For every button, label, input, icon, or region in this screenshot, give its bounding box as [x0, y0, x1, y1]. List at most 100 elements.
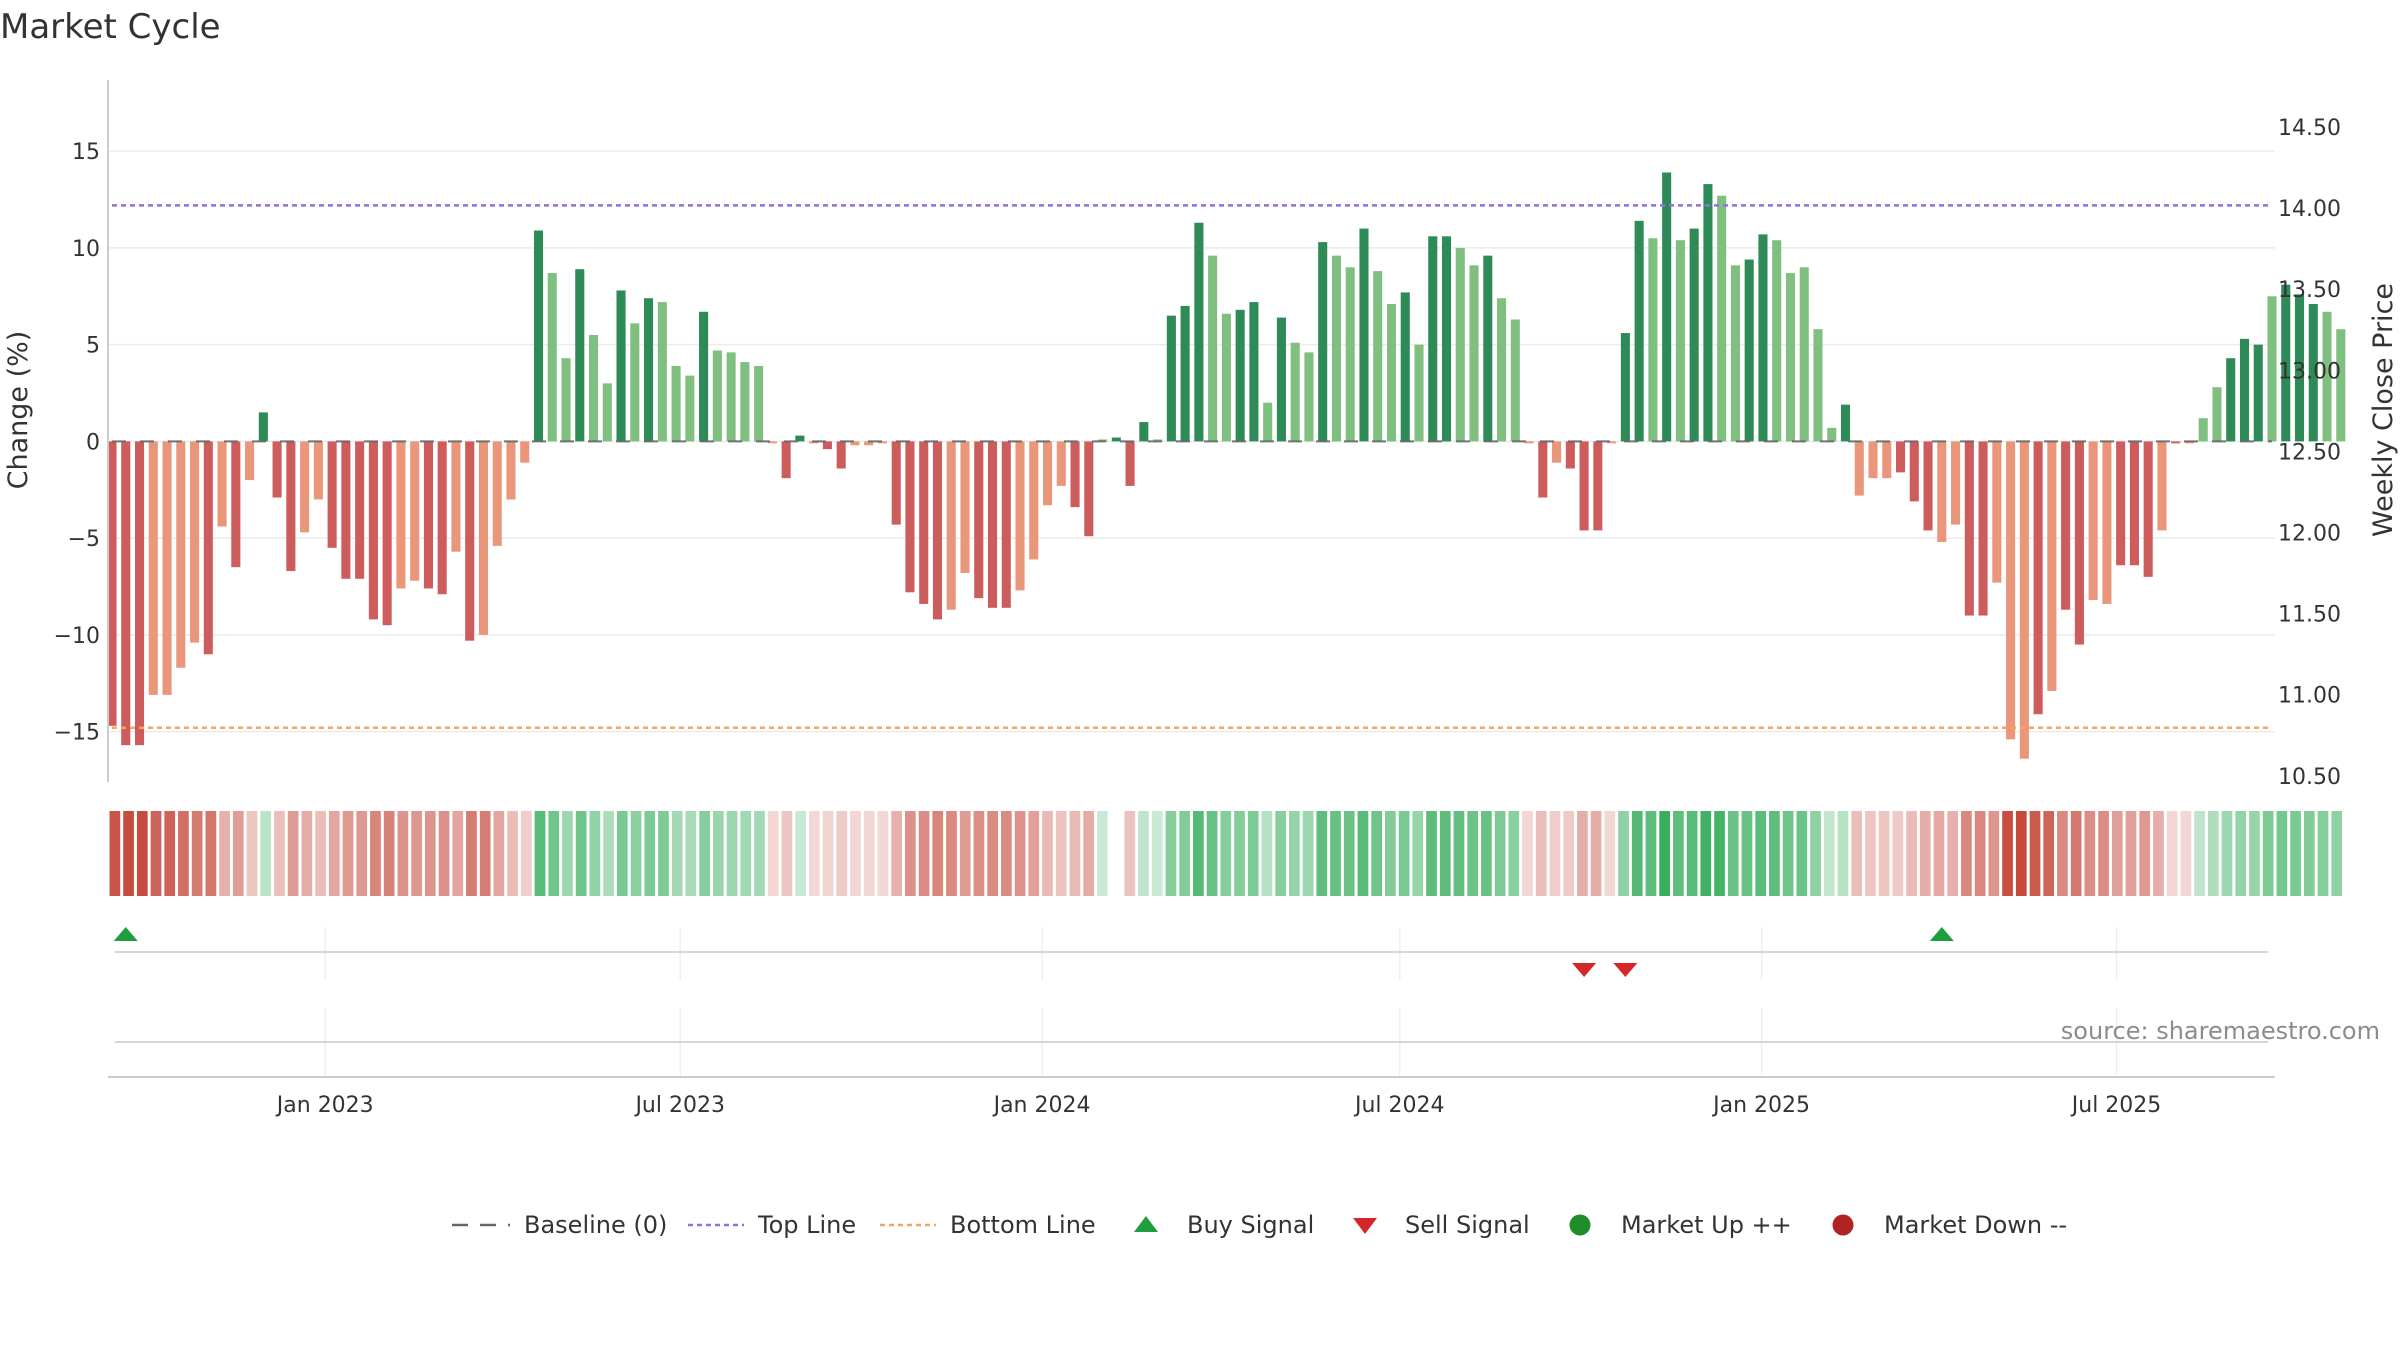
heat-cell: [1618, 811, 1629, 896]
bar: [822, 441, 832, 450]
heat-cell: [1673, 811, 1684, 896]
bar: [1799, 267, 1809, 442]
bar: [1744, 259, 1754, 442]
bar: [2019, 441, 2029, 759]
bar: [1717, 195, 1727, 442]
bar: [1414, 344, 1424, 442]
bar: [630, 323, 640, 442]
heat-cell: [562, 811, 573, 896]
y-left-tick-label: 5: [86, 334, 100, 359]
y-right-tick-label: 12.00: [2278, 522, 2341, 547]
bar: [2267, 296, 2277, 442]
heat-cell: [246, 811, 258, 896]
heat-cell: [1645, 811, 1657, 896]
heat-cell: [795, 811, 806, 896]
bar: [1001, 441, 1011, 608]
bar: [1290, 342, 1300, 442]
bar: [121, 441, 131, 746]
heat-cell: [712, 811, 724, 896]
heat-cell: [1508, 811, 1520, 896]
bar: [533, 230, 544, 442]
heat-cell: [191, 811, 203, 896]
heat-cell: [658, 811, 669, 896]
bar: [1951, 441, 1961, 525]
bar: [1441, 236, 1452, 442]
heat-cell: [1165, 811, 1177, 896]
x-tick-label: Jul 2024: [1353, 1093, 1445, 1118]
heat-cell: [1302, 811, 1314, 896]
heat-cell: [493, 811, 505, 896]
heat-cell: [1343, 811, 1355, 896]
y-left-tick-label: 0: [86, 430, 100, 455]
heat-cell: [1590, 811, 1602, 896]
bar: [974, 441, 984, 599]
bar: [2322, 311, 2332, 442]
legend-baseline-label: Baseline (0): [524, 1211, 667, 1239]
heat-cell: [918, 811, 930, 896]
bar: [1607, 441, 1617, 444]
bar: [300, 441, 310, 533]
y-right-tick-label: 14.50: [2278, 116, 2341, 141]
legend-top-line-label: Top Line: [757, 1211, 856, 1239]
bar: [1015, 441, 1025, 591]
bar: [272, 441, 282, 498]
bar: [767, 441, 777, 444]
bar: [1235, 309, 1245, 442]
source-label: source: sharemaestro.com: [2061, 1017, 2380, 1045]
heat-cell: [671, 811, 683, 896]
bar: [1937, 441, 1947, 543]
heat-cell: [644, 811, 656, 896]
heat-cell: [2084, 811, 2096, 896]
heat-cell: [2098, 811, 2109, 896]
heat-cell: [150, 811, 162, 896]
heat-cell: [2166, 811, 2178, 896]
heat-cell: [164, 811, 176, 896]
y-right-tick-label: 14.00: [2278, 197, 2341, 222]
bar: [2212, 387, 2222, 442]
bar: [1593, 441, 1603, 531]
legend-market-up-label: Market Up ++: [1621, 1211, 1792, 1239]
reference-lines: [112, 204, 2272, 730]
heat-cell: [808, 811, 820, 896]
bar: [2226, 358, 2236, 442]
x-tick-label: Jul 2025: [2070, 1093, 2162, 1118]
heat-cell: [1878, 811, 1890, 896]
heat-cell: [2029, 811, 2041, 896]
bar: [1455, 247, 1465, 442]
bar: [2143, 441, 2153, 577]
bar: [451, 441, 461, 552]
heat-cell: [2057, 811, 2068, 896]
bar: [1249, 302, 1259, 442]
bar: [657, 302, 667, 442]
heat-cell: [1494, 811, 1506, 896]
bar: [1510, 319, 1520, 442]
heat-cell: [1193, 811, 1204, 896]
bar: [864, 441, 874, 446]
heat-cell: [2290, 811, 2301, 896]
bar: [2198, 418, 2208, 442]
bar: [410, 441, 420, 581]
bar: [258, 412, 268, 442]
legend-buy-signal-icon: [1134, 1216, 1158, 1232]
bar: [1524, 441, 1534, 444]
sell-signal-marker: [1572, 963, 1597, 977]
bar: [423, 441, 433, 589]
heat-cell: [1659, 811, 1671, 896]
heat-cell: [1549, 811, 1561, 896]
chart-title: Market Cycle: [0, 7, 221, 47]
heat-cell: [754, 811, 765, 896]
buy-signal-marker: [113, 927, 138, 941]
bars: [107, 172, 2346, 759]
bar: [1221, 313, 1231, 442]
heat-cell: [1974, 811, 1986, 896]
bar: [1359, 228, 1369, 442]
heat-cell: [891, 811, 902, 896]
heat-cell: [219, 811, 230, 896]
heat-cell: [1439, 811, 1451, 896]
heat-cell: [1467, 811, 1479, 896]
y-axis-left: 15 10 5 0 −5 −10 −15: [54, 80, 109, 782]
heat-cell: [1714, 811, 1725, 896]
bar: [396, 441, 406, 589]
heat-cell: [274, 811, 285, 896]
bar: [1895, 441, 1906, 473]
